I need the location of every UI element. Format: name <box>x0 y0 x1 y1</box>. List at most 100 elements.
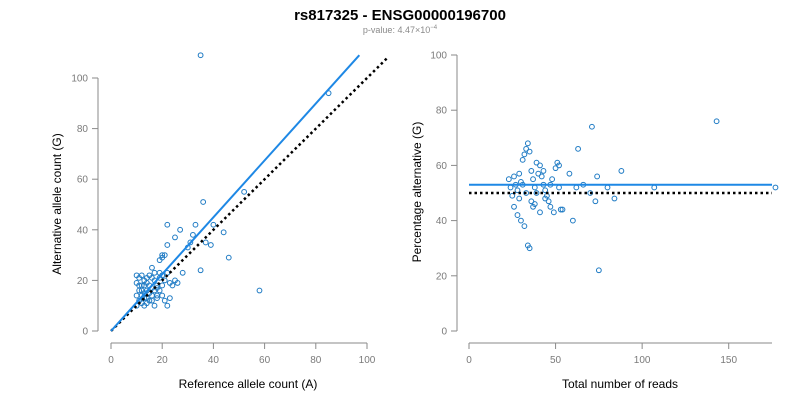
data-point <box>241 188 248 195</box>
percentage-panel: Total number of reads Percentage alterna… <box>410 51 779 391</box>
data-point <box>511 173 517 180</box>
data-point <box>141 302 148 309</box>
data-point <box>200 199 207 205</box>
data-point <box>161 252 168 259</box>
data-point <box>538 173 545 180</box>
data-point <box>516 170 523 177</box>
x-tick-label: 0 <box>108 355 114 366</box>
x-tick-label: 0 <box>466 355 472 366</box>
data-point <box>545 198 552 205</box>
data-point <box>523 190 530 196</box>
allele-count-panel: Reference allele count (A) Alternative a… <box>50 52 389 391</box>
data-point <box>552 165 559 172</box>
data-point <box>524 140 531 147</box>
data-point <box>537 162 543 169</box>
data-point <box>592 198 599 205</box>
data-point <box>618 168 625 174</box>
data-point <box>542 187 549 194</box>
data-point <box>566 170 573 177</box>
data-point <box>156 287 163 294</box>
y-tick-label: 40 <box>436 216 448 227</box>
data-point <box>772 184 779 191</box>
data-point <box>164 221 171 228</box>
y-tick-label: 80 <box>436 106 448 117</box>
data-point <box>528 198 535 205</box>
data-point <box>594 173 601 180</box>
data-point <box>151 269 158 276</box>
data-point <box>166 295 173 302</box>
data-point <box>156 257 163 264</box>
data-point <box>713 118 720 125</box>
y-tick-label: 20 <box>77 276 89 287</box>
data-point <box>514 187 521 194</box>
data-point <box>540 168 547 174</box>
data-point <box>535 170 542 177</box>
data-point <box>138 272 145 279</box>
data-point <box>190 231 196 238</box>
y-axis-label: Percentage alternative (G) <box>410 122 424 263</box>
p-value-text: p-value: 4.47×10 <box>363 25 430 35</box>
data-point <box>187 239 194 246</box>
data-point <box>523 145 530 152</box>
data-point <box>164 302 171 309</box>
data-point <box>531 184 538 191</box>
data-point <box>589 123 595 130</box>
data-point <box>595 267 602 274</box>
data-point <box>507 184 514 191</box>
data-point <box>651 184 658 191</box>
data-point <box>505 176 512 183</box>
data-point <box>159 252 166 259</box>
data-point <box>179 269 186 276</box>
data-point <box>550 209 557 216</box>
data-point <box>511 203 517 210</box>
data-point <box>210 221 217 228</box>
data-point <box>192 221 199 228</box>
data-point <box>154 295 160 302</box>
data-point <box>533 190 540 196</box>
x-axis-label: Total number of reads <box>562 377 678 391</box>
data-point <box>521 223 528 230</box>
data-point <box>587 190 594 196</box>
data-point <box>169 282 176 289</box>
data-point <box>225 254 232 261</box>
data-point <box>526 245 533 252</box>
chart-title: rs817325 - ENSG00000196700 <box>294 7 506 24</box>
x-axis-label: Reference allele count (A) <box>179 377 318 391</box>
data-point <box>164 242 171 248</box>
data-point <box>547 203 554 210</box>
x-tick-label: 40 <box>208 355 220 366</box>
chart-subtitle: p-value: 4.47×10−4 <box>363 25 438 35</box>
data-point <box>556 184 562 191</box>
y-tick-label: 0 <box>441 327 447 338</box>
data-point <box>521 151 528 158</box>
data-point <box>530 176 536 183</box>
data-point <box>149 297 155 304</box>
x-tick-label: 60 <box>259 355 271 366</box>
y-tick-label: 100 <box>71 74 88 85</box>
data-point <box>143 274 150 281</box>
data-point <box>549 176 556 183</box>
fit-line <box>110 54 361 332</box>
data-point <box>202 239 209 246</box>
y-tick-label: 60 <box>77 175 89 186</box>
data-point <box>133 292 140 299</box>
data-point <box>197 267 204 274</box>
data-point <box>559 206 566 213</box>
data-point <box>518 217 524 224</box>
data-point <box>256 287 263 294</box>
data-point <box>530 203 536 210</box>
data-point <box>604 184 611 191</box>
y-tick-label: 80 <box>77 124 89 135</box>
data-point <box>575 145 581 152</box>
reference-line <box>110 56 389 332</box>
x-tick-label: 50 <box>550 355 562 366</box>
data-point <box>542 195 549 202</box>
x-tick-label: 100 <box>634 355 651 366</box>
data-point <box>138 287 145 294</box>
y-tick-label: 60 <box>436 161 448 172</box>
y-tick-label: 0 <box>82 327 88 338</box>
data-point <box>161 297 168 304</box>
data-point <box>573 184 580 191</box>
data-point <box>149 264 155 271</box>
